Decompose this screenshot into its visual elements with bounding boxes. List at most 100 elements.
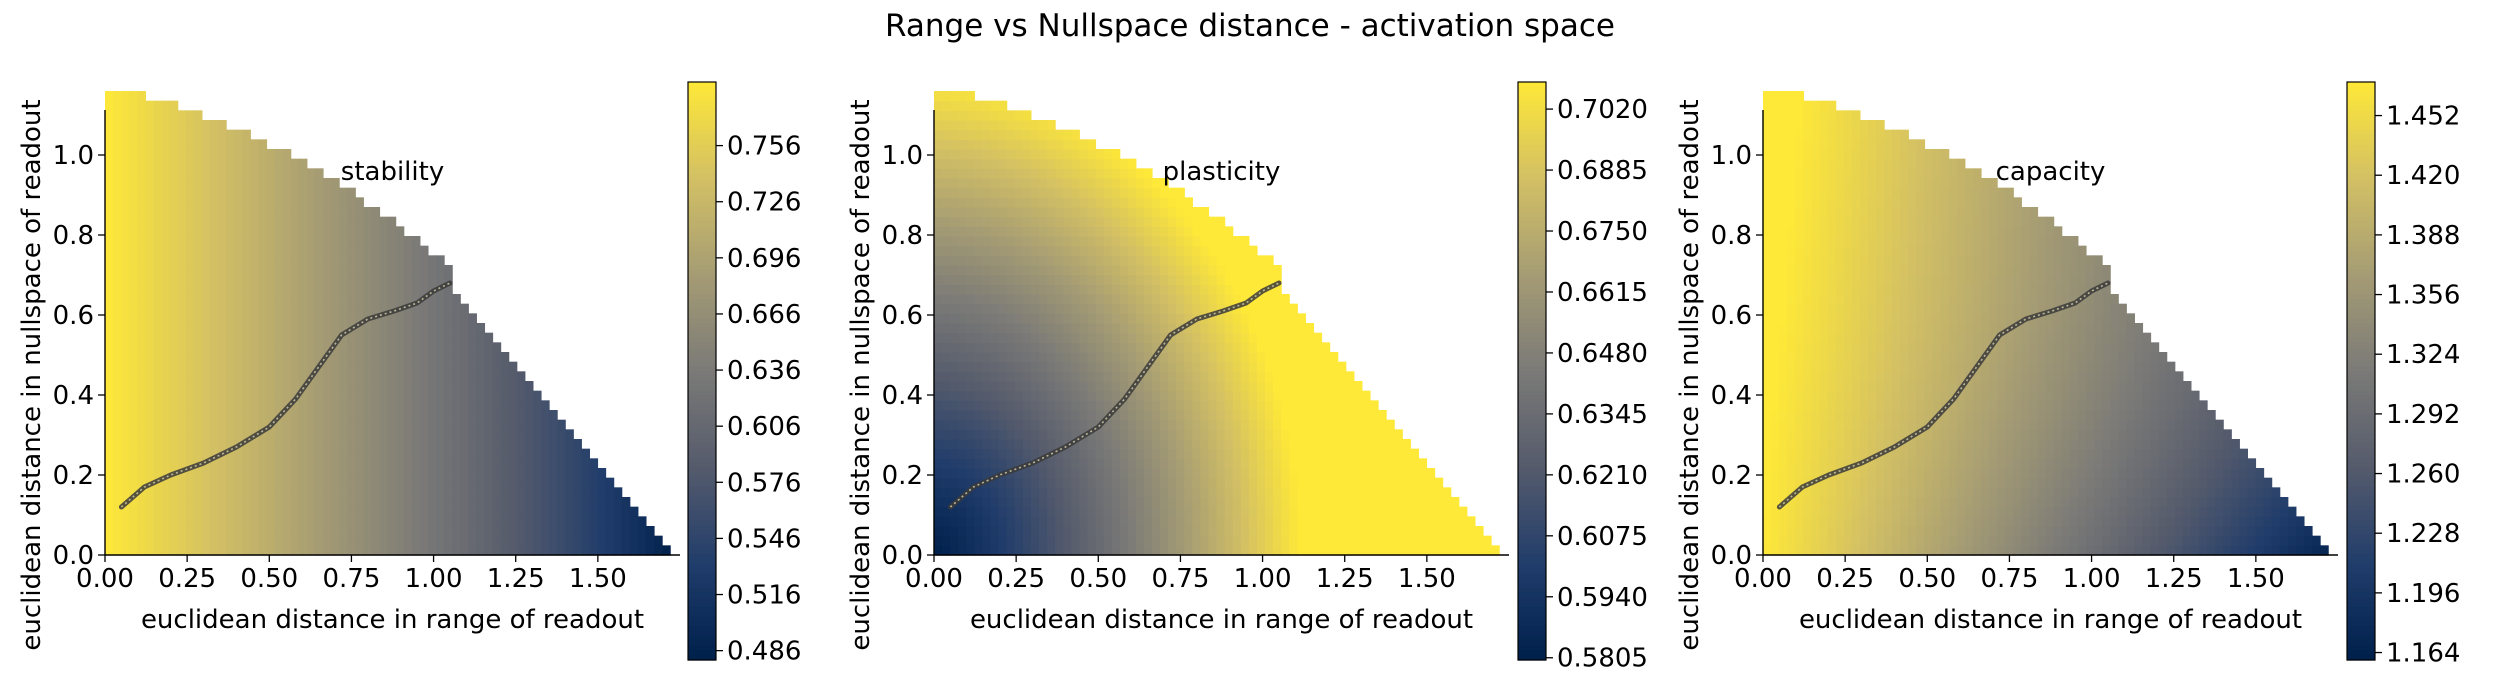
colorbar-segment (688, 293, 716, 300)
heatmap-cell (1184, 197, 1193, 208)
heatmap-cell (436, 429, 445, 440)
heatmap-cell (234, 274, 243, 285)
heatmap-cell (1055, 245, 1064, 256)
heatmap-cell (137, 497, 146, 508)
heatmap-cell (1345, 497, 1355, 508)
colorbar-segment (688, 529, 716, 536)
heatmap-cell (1079, 216, 1088, 227)
heatmap-cell (395, 545, 405, 556)
heatmap-cell (484, 535, 494, 546)
heatmap-cell (161, 332, 171, 343)
heatmap-cell (1779, 226, 1788, 237)
heatmap-cell (1795, 526, 1804, 537)
heatmap-cell (105, 439, 114, 450)
heatmap-cell (121, 158, 130, 169)
heatmap-cell (1079, 236, 1088, 247)
heatmap-cell (966, 429, 975, 440)
heatmap-cell (942, 361, 951, 372)
heatmap-cell (314, 468, 324, 479)
heatmap-cell (145, 207, 155, 218)
heatmap-cell (557, 535, 566, 546)
heatmap-cell (1111, 487, 1121, 498)
heatmap-cell (201, 236, 211, 247)
heatmap-cell (1192, 381, 1202, 392)
heatmap-cell (1321, 361, 1331, 372)
heatmap-cell (958, 506, 967, 517)
heatmap-cell (1127, 390, 1137, 401)
heatmap-cell (1265, 274, 1274, 285)
heatmap-cell (282, 390, 292, 401)
heatmap-cell (1160, 265, 1169, 276)
heatmap-cell (250, 149, 259, 160)
heatmap-cell (290, 274, 300, 285)
heatmap-cell (1022, 236, 1032, 247)
heatmap-cell (1771, 448, 1780, 459)
heatmap-cell (508, 381, 518, 392)
heatmap-cell (379, 294, 389, 305)
heatmap-cell (306, 506, 316, 517)
heatmap-cell (379, 313, 389, 324)
heatmap-cell (1329, 535, 1339, 546)
heatmap-cell (137, 284, 146, 295)
heatmap-cell (1378, 468, 1387, 479)
heatmap-cell (113, 448, 122, 459)
heatmap-cell (1055, 497, 1064, 508)
heatmap-cell (274, 342, 284, 353)
heatmap-cell (177, 342, 187, 353)
heatmap-cell (250, 487, 259, 498)
heatmap-cell (331, 274, 340, 285)
heatmap-cell (1071, 371, 1080, 382)
heatmap-cell (1135, 265, 1145, 276)
heatmap-cell (1168, 410, 1177, 421)
heatmap-cell (234, 419, 243, 430)
heatmap-cell (1369, 439, 1379, 450)
heatmap-cell (1103, 535, 1113, 546)
heatmap-cell (1184, 216, 1193, 227)
heatmap-cell (460, 429, 469, 440)
heatmap-cell (1321, 545, 1331, 556)
heatmap-cell (347, 448, 356, 459)
heatmap-cell (1192, 323, 1202, 334)
heatmap-cell (322, 410, 332, 421)
heatmap-cell (266, 284, 276, 295)
heatmap-cell (444, 313, 453, 324)
heatmap-cell (1248, 274, 1258, 285)
heatmap-cell (589, 468, 599, 479)
heatmap-cell (1337, 371, 1347, 382)
heatmap-cell (290, 419, 300, 430)
heatmap-cell (201, 274, 211, 285)
heatmap-cell (1378, 487, 1387, 498)
heatmap-cell (1483, 545, 1492, 556)
heatmap-cell (966, 390, 975, 401)
heatmap-cell (1345, 468, 1355, 479)
heatmap-cell (282, 535, 292, 546)
heatmap-cell (363, 332, 373, 343)
heatmap-cell (1281, 477, 1290, 488)
heatmap-cell (1071, 158, 1080, 169)
heatmap-cell (1763, 506, 1772, 517)
heatmap-cell (339, 216, 348, 227)
heatmap-cell (974, 139, 984, 150)
colorbar-segment (688, 621, 716, 627)
heatmap-cell (355, 371, 364, 382)
heatmap-cell (1055, 255, 1064, 266)
heatmap-cell (1803, 187, 1813, 198)
heatmap-cell (452, 448, 461, 459)
heatmap-cell (1240, 468, 1250, 479)
heatmap-cell (1265, 526, 1274, 537)
heatmap-cell (1811, 139, 1821, 150)
heatmap-cell (306, 187, 316, 198)
heatmap-cell (436, 497, 445, 508)
heatmap-cell (982, 236, 992, 247)
heatmap-cell (1127, 236, 1137, 247)
heatmap-cell (1795, 390, 1804, 401)
heatmap-cell (1458, 545, 1468, 556)
colorbar-segment (688, 635, 716, 642)
heatmap-cell (322, 477, 332, 488)
heatmap-cell (1143, 516, 1153, 527)
heatmap-cell (161, 187, 171, 198)
heatmap-cell (990, 506, 1000, 517)
heatmap-cell (218, 535, 227, 546)
heatmap-cell (226, 187, 235, 198)
heatmap-cell (982, 468, 992, 479)
